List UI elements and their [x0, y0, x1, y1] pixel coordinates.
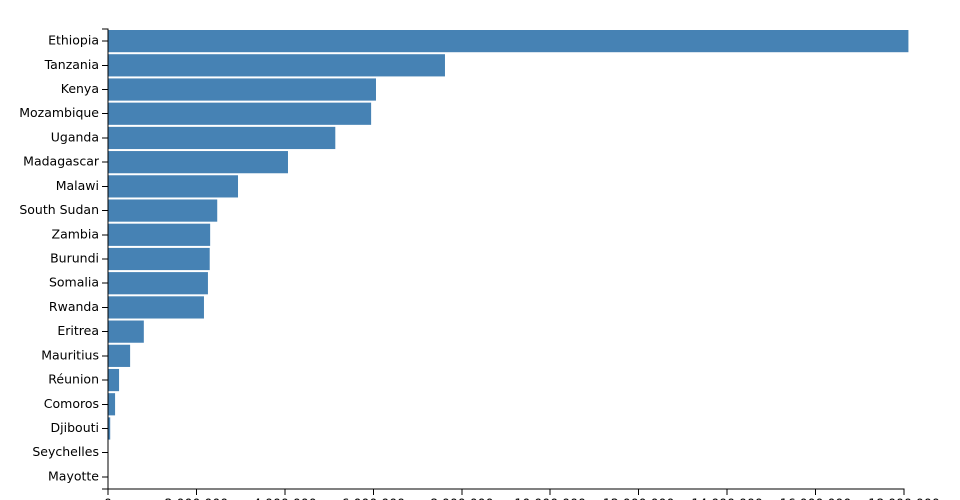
bar [108, 417, 111, 440]
y-tick-label: Malawi [56, 178, 99, 193]
bar [108, 78, 376, 101]
y-tick-label: Uganda [51, 129, 99, 144]
x-tick-label: 18,000,000 [868, 496, 940, 500]
y-tick-label: Tanzania [44, 57, 99, 72]
bar [108, 175, 239, 198]
y-tick-label: Eritrea [57, 323, 99, 338]
bar [108, 30, 909, 53]
x-tick-label: 14,000,000 [691, 496, 763, 500]
bar [108, 54, 445, 77]
bar [108, 151, 288, 174]
x-tick-label: 2,000,000 [165, 496, 229, 500]
y-tick-label: Zambia [52, 226, 99, 241]
bar [108, 296, 204, 319]
bar [108, 393, 116, 416]
y-tick-label: Burundi [50, 251, 99, 266]
bar [108, 199, 218, 222]
x-tick-label: 12,000,000 [603, 496, 675, 500]
y-tick-label: Mozambique [19, 105, 99, 120]
bar [108, 126, 336, 150]
y-tick-label: Réunion [48, 372, 99, 387]
x-tick-label: 6,000,000 [342, 496, 406, 500]
y-axis [102, 28, 109, 490]
bar [108, 223, 211, 246]
x-axis [107, 488, 905, 495]
x-tick-label: 4,000,000 [253, 496, 317, 500]
bar [108, 368, 120, 392]
bar [108, 344, 131, 367]
x-tick-label: 0 [104, 496, 112, 500]
y-tick-label: Madagascar [23, 154, 100, 169]
y-tick-label: Somalia [49, 275, 99, 290]
x-tick-label: 8,000,000 [430, 496, 494, 500]
y-tick-label: Ethiopia [48, 33, 99, 48]
y-tick-label: Comoros [44, 396, 99, 411]
y-tick-label: Djibouti [51, 420, 99, 435]
y-tick-label: Rwanda [49, 299, 99, 314]
x-tick-label: 10,000,000 [514, 496, 586, 500]
y-tick-label: Seychelles [32, 444, 99, 459]
y-tick-label: Mayotte [48, 468, 99, 483]
bar [108, 272, 208, 295]
bar [108, 102, 372, 125]
y-tick-label: Kenya [61, 81, 99, 96]
bar [108, 247, 210, 271]
x-tick-label: 16,000,000 [780, 496, 852, 500]
y-tick-label: South Sudan [19, 202, 99, 217]
bar [108, 320, 144, 343]
y-tick-label: Mauritius [41, 347, 99, 362]
